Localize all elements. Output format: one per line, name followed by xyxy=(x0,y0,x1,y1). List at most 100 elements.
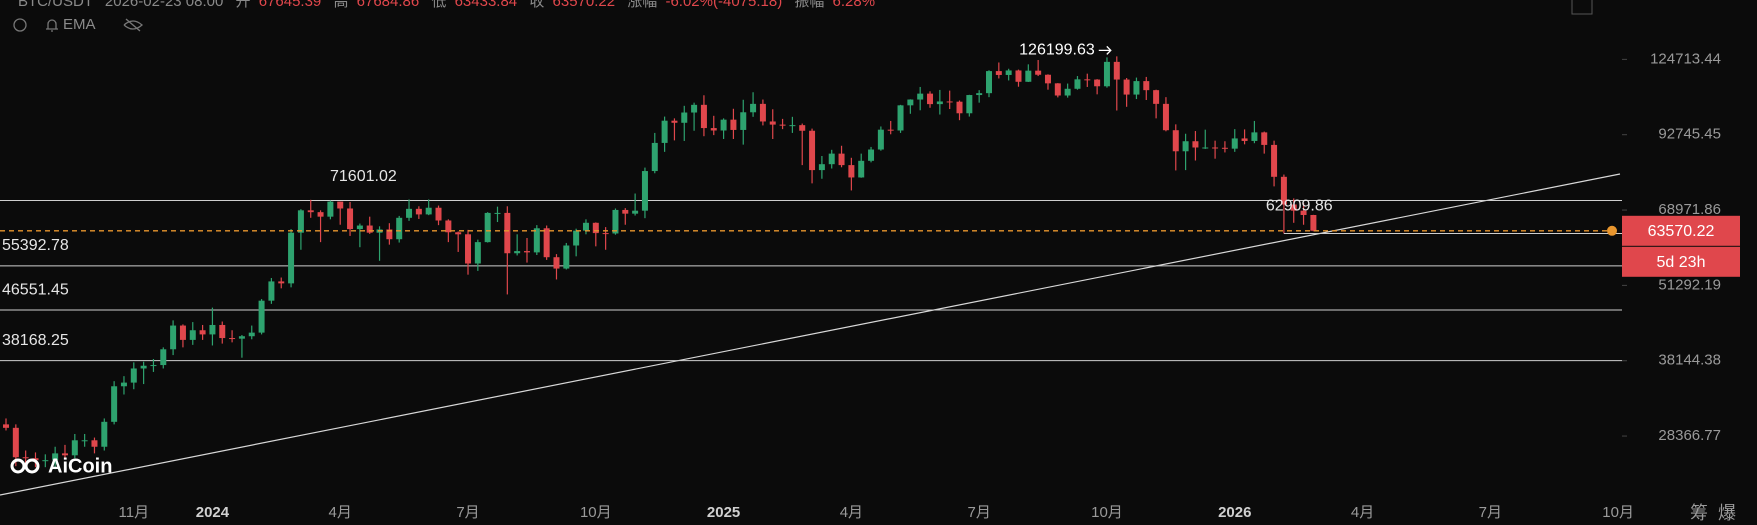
candle-body xyxy=(838,153,845,166)
candle-body xyxy=(995,71,1002,75)
candle-body xyxy=(1182,141,1189,152)
candle-body xyxy=(976,93,983,96)
candle-body xyxy=(347,208,354,230)
candle-body xyxy=(1231,138,1238,149)
candle-body xyxy=(179,325,186,340)
candle-body xyxy=(435,207,442,221)
toolbar-button[interactable]: 筹 xyxy=(1690,503,1708,523)
candle-body xyxy=(337,201,344,209)
watermark: AiCoin xyxy=(10,455,112,477)
y-tick-label: 28366.77 xyxy=(1658,427,1721,444)
candle-body xyxy=(81,440,88,442)
candle-body xyxy=(986,71,992,94)
candle-body xyxy=(818,164,825,171)
candle-body xyxy=(465,234,472,264)
candle-body xyxy=(307,210,314,213)
candle-body xyxy=(1221,147,1228,149)
change-label: 涨幅 xyxy=(627,0,657,10)
candle-body xyxy=(229,338,236,340)
candle-body xyxy=(1271,144,1278,177)
candle-body xyxy=(1123,79,1130,95)
candle-body xyxy=(710,128,717,131)
y-tick-label: 124713.44 xyxy=(1650,50,1721,67)
hide-icon[interactable] xyxy=(123,18,143,32)
candle-body xyxy=(1064,88,1071,96)
candle-body xyxy=(917,93,924,100)
candle-body xyxy=(1025,70,1032,82)
candle-body xyxy=(42,460,49,462)
candle-body xyxy=(681,112,688,123)
candle-body xyxy=(327,201,334,217)
candle-body xyxy=(278,281,285,284)
candle-body xyxy=(199,330,206,335)
alert-icon[interactable] xyxy=(46,19,58,32)
expand-icon[interactable] xyxy=(1571,0,1593,15)
candle-body xyxy=(52,453,59,461)
candle-body xyxy=(1133,81,1140,95)
candle-body xyxy=(730,119,737,130)
candle-body xyxy=(848,165,855,178)
y-tick-label: 68971.86 xyxy=(1658,201,1721,218)
candle-body xyxy=(1280,176,1287,205)
candle-body xyxy=(22,457,29,459)
price-tag xyxy=(1622,215,1740,246)
y-tick-label: 51292.19 xyxy=(1658,276,1721,293)
candle-body xyxy=(1005,70,1012,75)
candle-body xyxy=(3,424,9,428)
indicator-name[interactable]: EMA xyxy=(63,16,96,33)
candle-body xyxy=(1290,204,1297,211)
candle-body xyxy=(1044,74,1051,84)
candle-body xyxy=(828,153,835,165)
candle-body xyxy=(111,386,118,422)
x-tick-label: 7月 xyxy=(456,504,479,521)
candle-body xyxy=(1084,79,1091,81)
candle-body xyxy=(71,440,78,456)
candle-body xyxy=(897,105,904,131)
x-tick-label: 10月 xyxy=(1091,504,1123,521)
candle-body xyxy=(1261,132,1268,145)
x-tick-label: 10月 xyxy=(580,504,612,521)
x-tick-label: 2026 xyxy=(1218,504,1251,521)
candle-body xyxy=(288,232,295,284)
candle-body xyxy=(1172,130,1179,152)
candle-body xyxy=(809,130,816,171)
candle-body xyxy=(130,368,137,383)
time: 2026-02-23 08:00 xyxy=(105,0,223,10)
candle-body xyxy=(1143,81,1150,91)
amplitude-value: 6.28% xyxy=(833,0,876,10)
candle-body xyxy=(406,208,413,218)
x-tick-label: 7月 xyxy=(1479,504,1502,521)
high-annotation: 126199.63 xyxy=(1019,42,1095,59)
candle-body xyxy=(396,217,403,240)
candle-body xyxy=(150,365,157,367)
candle-body xyxy=(966,95,973,114)
candle-body xyxy=(415,208,422,215)
candle-body xyxy=(455,232,462,235)
candle-body xyxy=(425,207,432,215)
candle-body xyxy=(514,251,521,254)
candle-body xyxy=(573,230,580,246)
low-value: 63433.84 xyxy=(455,0,518,10)
candle-body xyxy=(936,101,943,105)
high-label: 高 xyxy=(333,0,348,10)
candle-body xyxy=(1054,83,1061,96)
candle-body xyxy=(651,142,658,172)
collapse-icon[interactable] xyxy=(13,18,27,32)
high-arrow xyxy=(1098,45,1112,55)
candle-body xyxy=(563,245,570,269)
open-label: 开 xyxy=(236,0,251,10)
candle-body xyxy=(170,325,177,350)
x-tick-label: 10月 xyxy=(1602,504,1634,521)
candle-body xyxy=(1153,90,1160,104)
symbol: BTC/USDT xyxy=(18,0,93,10)
candle-body xyxy=(1103,61,1110,87)
candle-body xyxy=(789,125,796,127)
toolbar-button[interactable]: 爆 xyxy=(1718,503,1736,523)
candle-body xyxy=(543,228,550,258)
candle-body xyxy=(258,300,265,333)
price-tag-label: 63570.22 xyxy=(1648,223,1715,240)
x-tick-label: 11月 xyxy=(119,504,150,521)
candle-body xyxy=(474,242,481,264)
